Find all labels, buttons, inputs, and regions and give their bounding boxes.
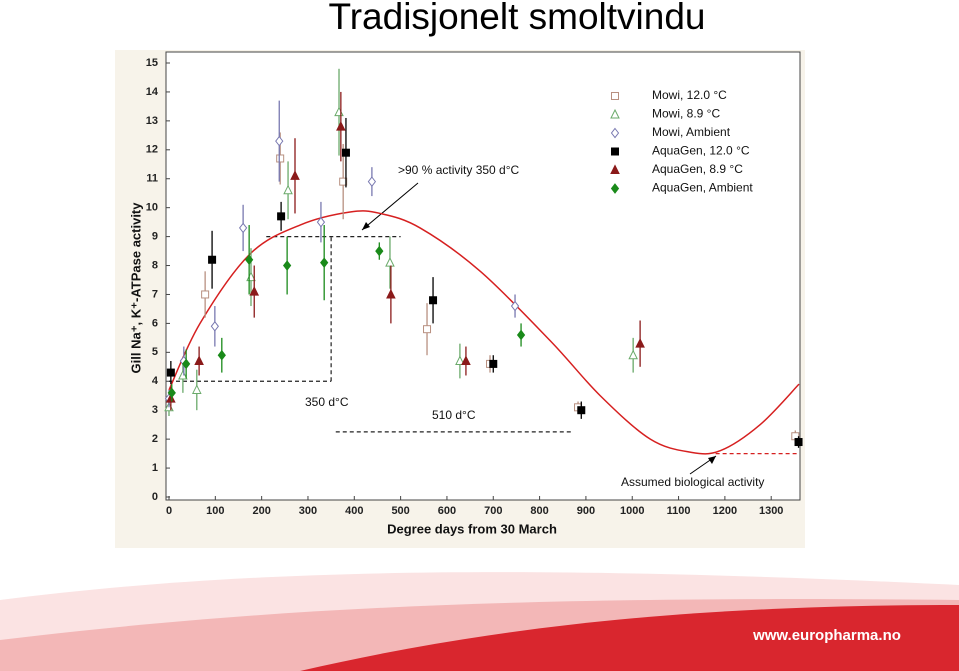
x-tick-label: 1000 [620,505,644,517]
data-point [423,325,432,334]
x-tick-label: 200 [252,505,270,517]
legend-label: AquaGen, Ambient [652,181,753,195]
data-point [386,288,396,299]
data-point [191,384,202,394]
x-tick-label: 1300 [759,505,783,517]
data-point [367,176,377,187]
y-tick-label: 6 [152,317,158,329]
legend-marker [610,127,620,139]
x-tick-label: 100 [206,505,224,517]
data-point [194,355,204,366]
plot-area [165,51,801,501]
legend-label: AquaGen, 12.0 °C [652,144,750,158]
data-point [178,369,188,380]
x-tick-label: 900 [577,505,595,517]
annotation: Assumed biological activity [621,475,764,489]
data-point [276,154,285,163]
y-tick-label: 13 [146,115,158,127]
arrow-head [362,222,370,230]
y-tick-label: 9 [152,231,158,243]
y-tick-label: 3 [152,404,158,416]
data-point [166,368,175,377]
data-point [628,349,638,360]
y-tick-label: 10 [146,202,158,214]
annotation-arrow [361,182,419,231]
y-tick-label: 2 [152,433,158,445]
legend-label: Mowi, 8.9 °C [652,107,720,121]
x-axis-label: Degree days from 30 March [387,521,557,536]
data-point [290,170,300,180]
x-tick-label: 800 [530,505,548,517]
y-tick-label: 7 [152,288,158,300]
y-axis-label: Gill Na⁺, K⁺-ATPase activity [128,202,143,374]
data-point [238,222,248,234]
x-tick-label: 700 [484,505,502,517]
data-point [245,254,254,266]
data-point [336,121,346,131]
data-point [455,355,465,366]
legend-marker [610,183,620,194]
slide-title: Tradisjonelt smoltvindu [328,0,705,37]
legend-marker [610,108,620,119]
data-point [510,300,520,312]
legend-marker [611,147,619,156]
data-point [182,358,191,370]
x-tick-label: 300 [299,505,317,517]
fit-curve [168,210,800,455]
y-tick-label: 12 [146,144,158,156]
data-point [166,393,176,403]
data-point [275,135,284,147]
y-tick-label: 5 [152,346,158,358]
footer-url: www.europharma.no [752,627,901,644]
data-point [341,148,350,157]
legend-label: Mowi, 12.0 °C [652,88,727,102]
annotation: >90 % activity 350 d°C [398,163,520,177]
legend-label: AquaGen, 8.9 °C [652,162,743,176]
x-tick-label: 1200 [713,505,737,517]
x-tick-label: 1100 [667,505,691,517]
data-point [489,359,498,368]
legend-marker [611,92,619,100]
data-point [320,257,329,268]
y-tick-label: 1 [152,462,158,474]
data-point [577,406,586,415]
data-point [635,338,645,348]
arrow-head [708,456,716,464]
data-point [201,290,210,299]
data-point [208,255,217,264]
y-tick-label: 15 [146,57,158,69]
data-point [516,329,526,341]
data-point [249,285,260,296]
data-point [282,260,292,271]
data-point [794,438,803,447]
y-tick-label: 0 [152,491,158,503]
x-tick-label: 600 [438,505,456,517]
x-tick-label: 400 [345,505,363,517]
data-point [461,355,471,366]
y-tick-label: 4 [152,375,159,387]
y-tick-label: 14 [146,86,159,98]
annotation: 510 d°C [432,408,476,422]
data-point [277,212,286,221]
data-point [375,245,384,257]
data-point [283,184,293,195]
data-point [217,349,226,361]
data-point [316,216,326,228]
y-tick-label: 8 [152,259,158,271]
data-point [385,257,395,267]
legend-marker [610,164,620,174]
data-point [210,320,219,332]
x-tick-label: 0 [166,505,172,517]
data-point [167,387,176,399]
data-point [339,177,348,186]
background-wave [300,605,959,671]
annotation: 350 d°C [305,395,349,409]
x-tick-label: 500 [391,505,409,517]
y-tick-label: 11 [146,173,158,185]
data-point [429,296,438,305]
legend-label: Mowi, Ambient [652,125,731,139]
